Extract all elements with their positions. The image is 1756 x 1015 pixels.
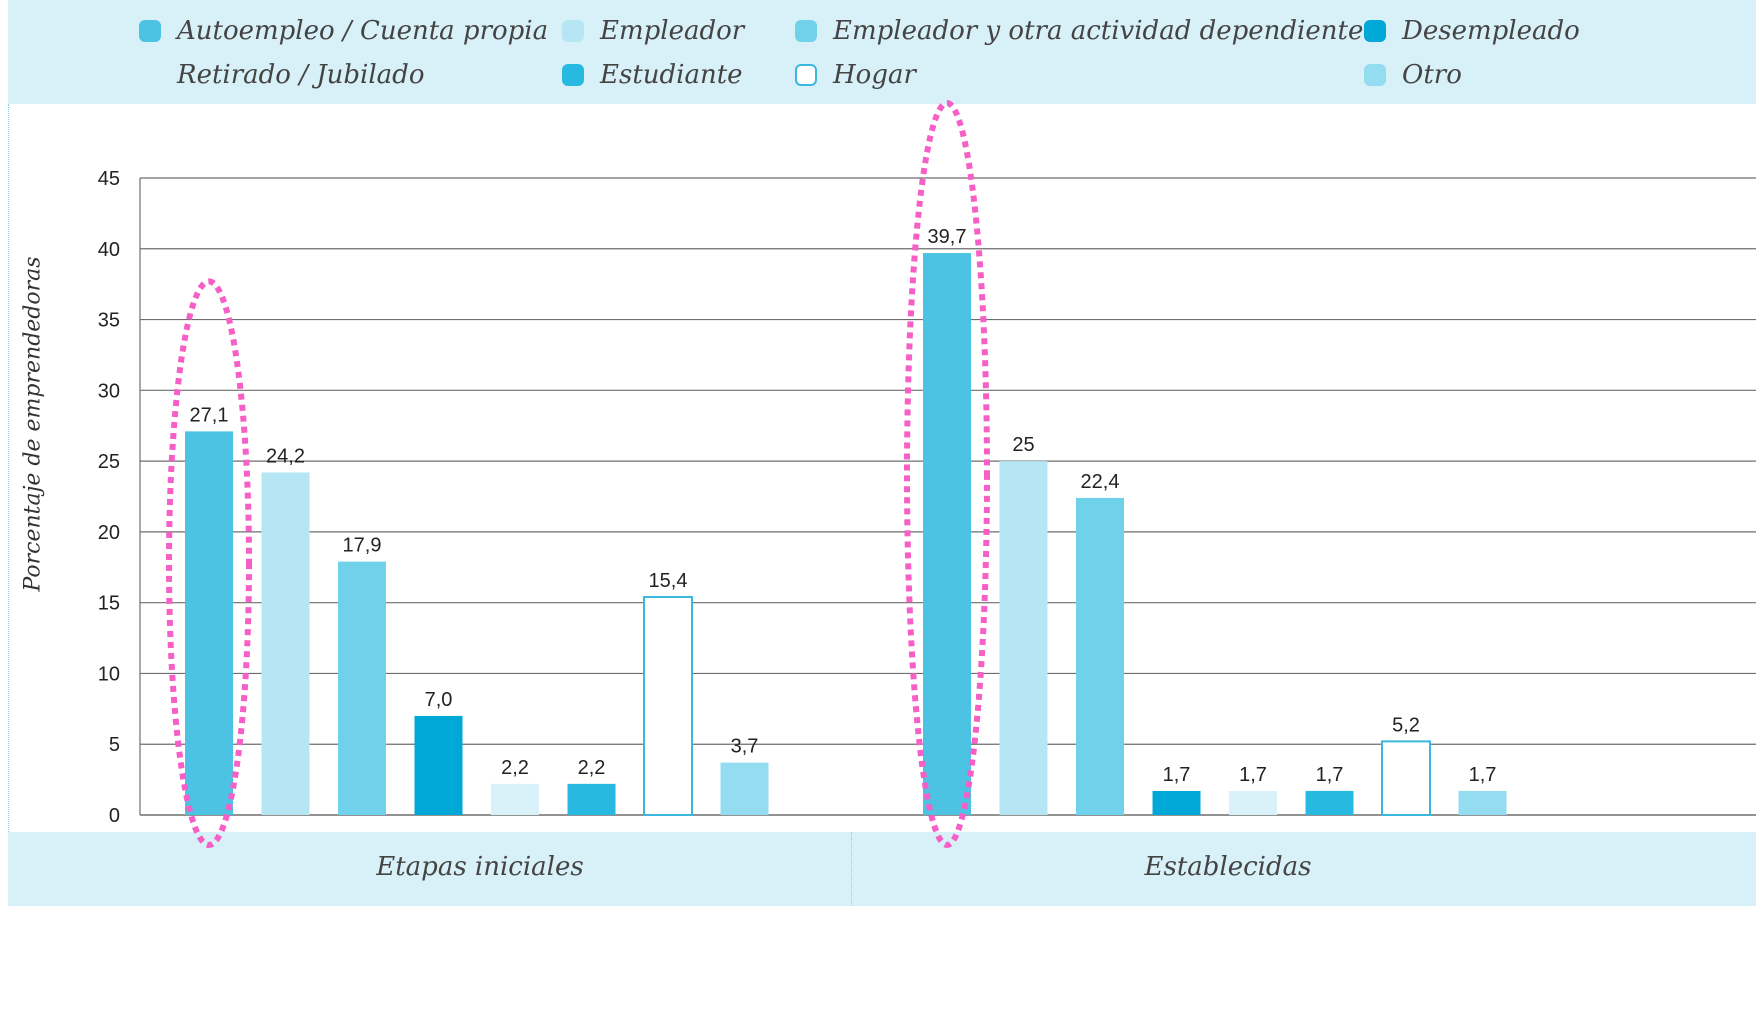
bar bbox=[261, 472, 310, 815]
legend-label: Empleador y otra actividad dependiente bbox=[833, 16, 1364, 46]
legend-swatch bbox=[1364, 64, 1386, 86]
legend-item: Retirado / Jubilado bbox=[139, 60, 424, 90]
legend-item: Estudiante bbox=[562, 60, 743, 90]
y-tick-label: 20 bbox=[98, 522, 120, 544]
y-tick-label: 15 bbox=[98, 593, 120, 615]
bar bbox=[338, 561, 386, 815]
bar bbox=[1076, 497, 1124, 815]
bar bbox=[567, 783, 616, 815]
legend-item: Autoempleo / Cuenta propia bbox=[139, 16, 548, 46]
bar bbox=[1152, 790, 1201, 815]
bar bbox=[414, 715, 463, 815]
legend-item: Empleador bbox=[562, 16, 744, 46]
bar bbox=[1458, 790, 1507, 815]
bar bbox=[1229, 790, 1277, 815]
data-label: 15,4 bbox=[649, 570, 688, 592]
legend-swatch bbox=[562, 20, 584, 42]
bar bbox=[491, 783, 539, 815]
data-label: 7,0 bbox=[425, 689, 453, 711]
data-label: 22,4 bbox=[1081, 471, 1120, 493]
legend-label: Hogar bbox=[833, 60, 916, 90]
legend-item: Hogar bbox=[795, 60, 916, 90]
legend-label: Empleador bbox=[600, 16, 745, 46]
legend-swatch bbox=[795, 20, 817, 42]
y-tick-label: 45 bbox=[98, 168, 120, 190]
plot-left-border bbox=[8, 104, 9, 832]
data-label: 5,2 bbox=[1392, 714, 1420, 736]
data-label: 1,7 bbox=[1469, 764, 1497, 786]
legend-swatch bbox=[139, 20, 161, 42]
data-label: 1,7 bbox=[1163, 764, 1191, 786]
bar bbox=[1381, 740, 1431, 816]
category-label: Etapas iniciales bbox=[376, 852, 584, 882]
category-label: Establecidas bbox=[1144, 852, 1312, 882]
y-tick-label: 25 bbox=[98, 451, 120, 473]
legend-swatch bbox=[795, 64, 817, 86]
bar bbox=[923, 253, 971, 816]
bar bbox=[185, 431, 233, 815]
data-label: 24,2 bbox=[266, 445, 305, 467]
y-tick-label: 40 bbox=[98, 239, 120, 261]
legend-item: Otro bbox=[1364, 60, 1462, 90]
data-label: 27,1 bbox=[190, 404, 229, 426]
data-label: 17,9 bbox=[343, 535, 382, 557]
y-tick-label: 30 bbox=[98, 380, 120, 402]
y-tick-label: 35 bbox=[98, 310, 120, 332]
bar bbox=[1305, 790, 1354, 815]
data-label: 3,7 bbox=[731, 736, 759, 758]
legend-swatch bbox=[562, 64, 584, 86]
legend-label: Otro bbox=[1402, 60, 1462, 90]
data-label: 1,7 bbox=[1316, 764, 1344, 786]
bar-chart: 0 5 10 15 20 25 30 35 40 45 27,1 39,7 24,2 25 17,9 22,4… bbox=[98, 100, 1756, 848]
y-tick-label: 10 bbox=[98, 663, 120, 685]
legend-label: Retirado / Jubilado bbox=[177, 60, 425, 90]
category-band bbox=[8, 832, 1756, 906]
data-label: 25 bbox=[1012, 434, 1034, 456]
highlight-ellipse bbox=[166, 278, 252, 848]
legend-item: Desempleado bbox=[1364, 16, 1580, 46]
legend-label: Desempleado bbox=[1402, 16, 1580, 46]
y-tick-label: 5 bbox=[109, 734, 120, 756]
bar bbox=[999, 461, 1048, 815]
legend-label: Autoempleo / Cuenta propia bbox=[177, 16, 549, 46]
bar bbox=[643, 596, 693, 817]
category-separator bbox=[851, 832, 852, 906]
legend-band bbox=[8, 0, 1756, 104]
legend-item: Empleador y otra actividad dependiente bbox=[795, 16, 1363, 46]
data-label: 2,2 bbox=[501, 757, 529, 779]
data-label: 39,7 bbox=[928, 226, 967, 248]
y-tick-label: 0 bbox=[109, 805, 120, 827]
legend-swatch bbox=[139, 64, 161, 86]
bar bbox=[720, 762, 769, 815]
data-label: 2,2 bbox=[578, 757, 606, 779]
legend-swatch bbox=[1364, 20, 1386, 42]
data-label: 1,7 bbox=[1239, 764, 1267, 786]
highlight-ellipse bbox=[904, 100, 990, 848]
legend-label: Estudiante bbox=[600, 60, 743, 90]
